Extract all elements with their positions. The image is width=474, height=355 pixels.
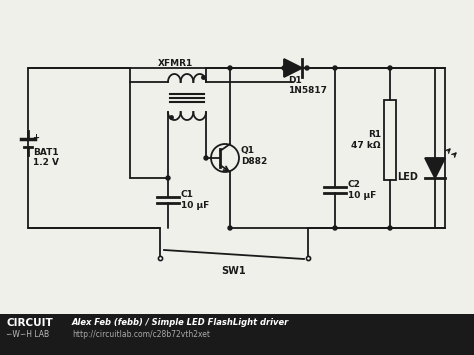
Text: D1
1N5817: D1 1N5817	[288, 76, 327, 95]
Text: BAT1
1.2 V: BAT1 1.2 V	[33, 148, 59, 168]
Circle shape	[305, 66, 309, 70]
Bar	[0, 314, 474, 355]
Text: ∽W∽H LAB: ∽W∽H LAB	[6, 330, 49, 339]
Text: SW1: SW1	[222, 266, 246, 276]
Text: +: +	[32, 133, 39, 142]
Circle shape	[282, 66, 286, 70]
Text: http://circuitlab.com/c28b72vth2xet: http://circuitlab.com/c28b72vth2xet	[72, 330, 210, 339]
Circle shape	[388, 226, 392, 230]
Text: XFMR1: XFMR1	[158, 59, 193, 68]
Polygon shape	[284, 59, 302, 77]
Text: C1
10 μF: C1 10 μF	[181, 190, 209, 210]
Circle shape	[204, 156, 208, 160]
Text: Q1
D882: Q1 D882	[241, 146, 267, 166]
Text: LED: LED	[397, 172, 418, 182]
Circle shape	[166, 176, 170, 180]
Circle shape	[228, 66, 232, 70]
Bar	[384, 100, 396, 180]
Text: R1
47 kΩ: R1 47 kΩ	[352, 130, 381, 150]
Polygon shape	[425, 158, 445, 178]
Text: C2
10 μF: C2 10 μF	[348, 180, 376, 200]
Circle shape	[333, 66, 337, 70]
Circle shape	[388, 66, 392, 70]
Circle shape	[228, 226, 232, 230]
Text: Alex Feb (febb) / Simple LED FlashLight driver: Alex Feb (febb) / Simple LED FlashLight …	[72, 318, 289, 327]
Text: CIRCUIT: CIRCUIT	[6, 318, 53, 328]
Circle shape	[333, 226, 337, 230]
